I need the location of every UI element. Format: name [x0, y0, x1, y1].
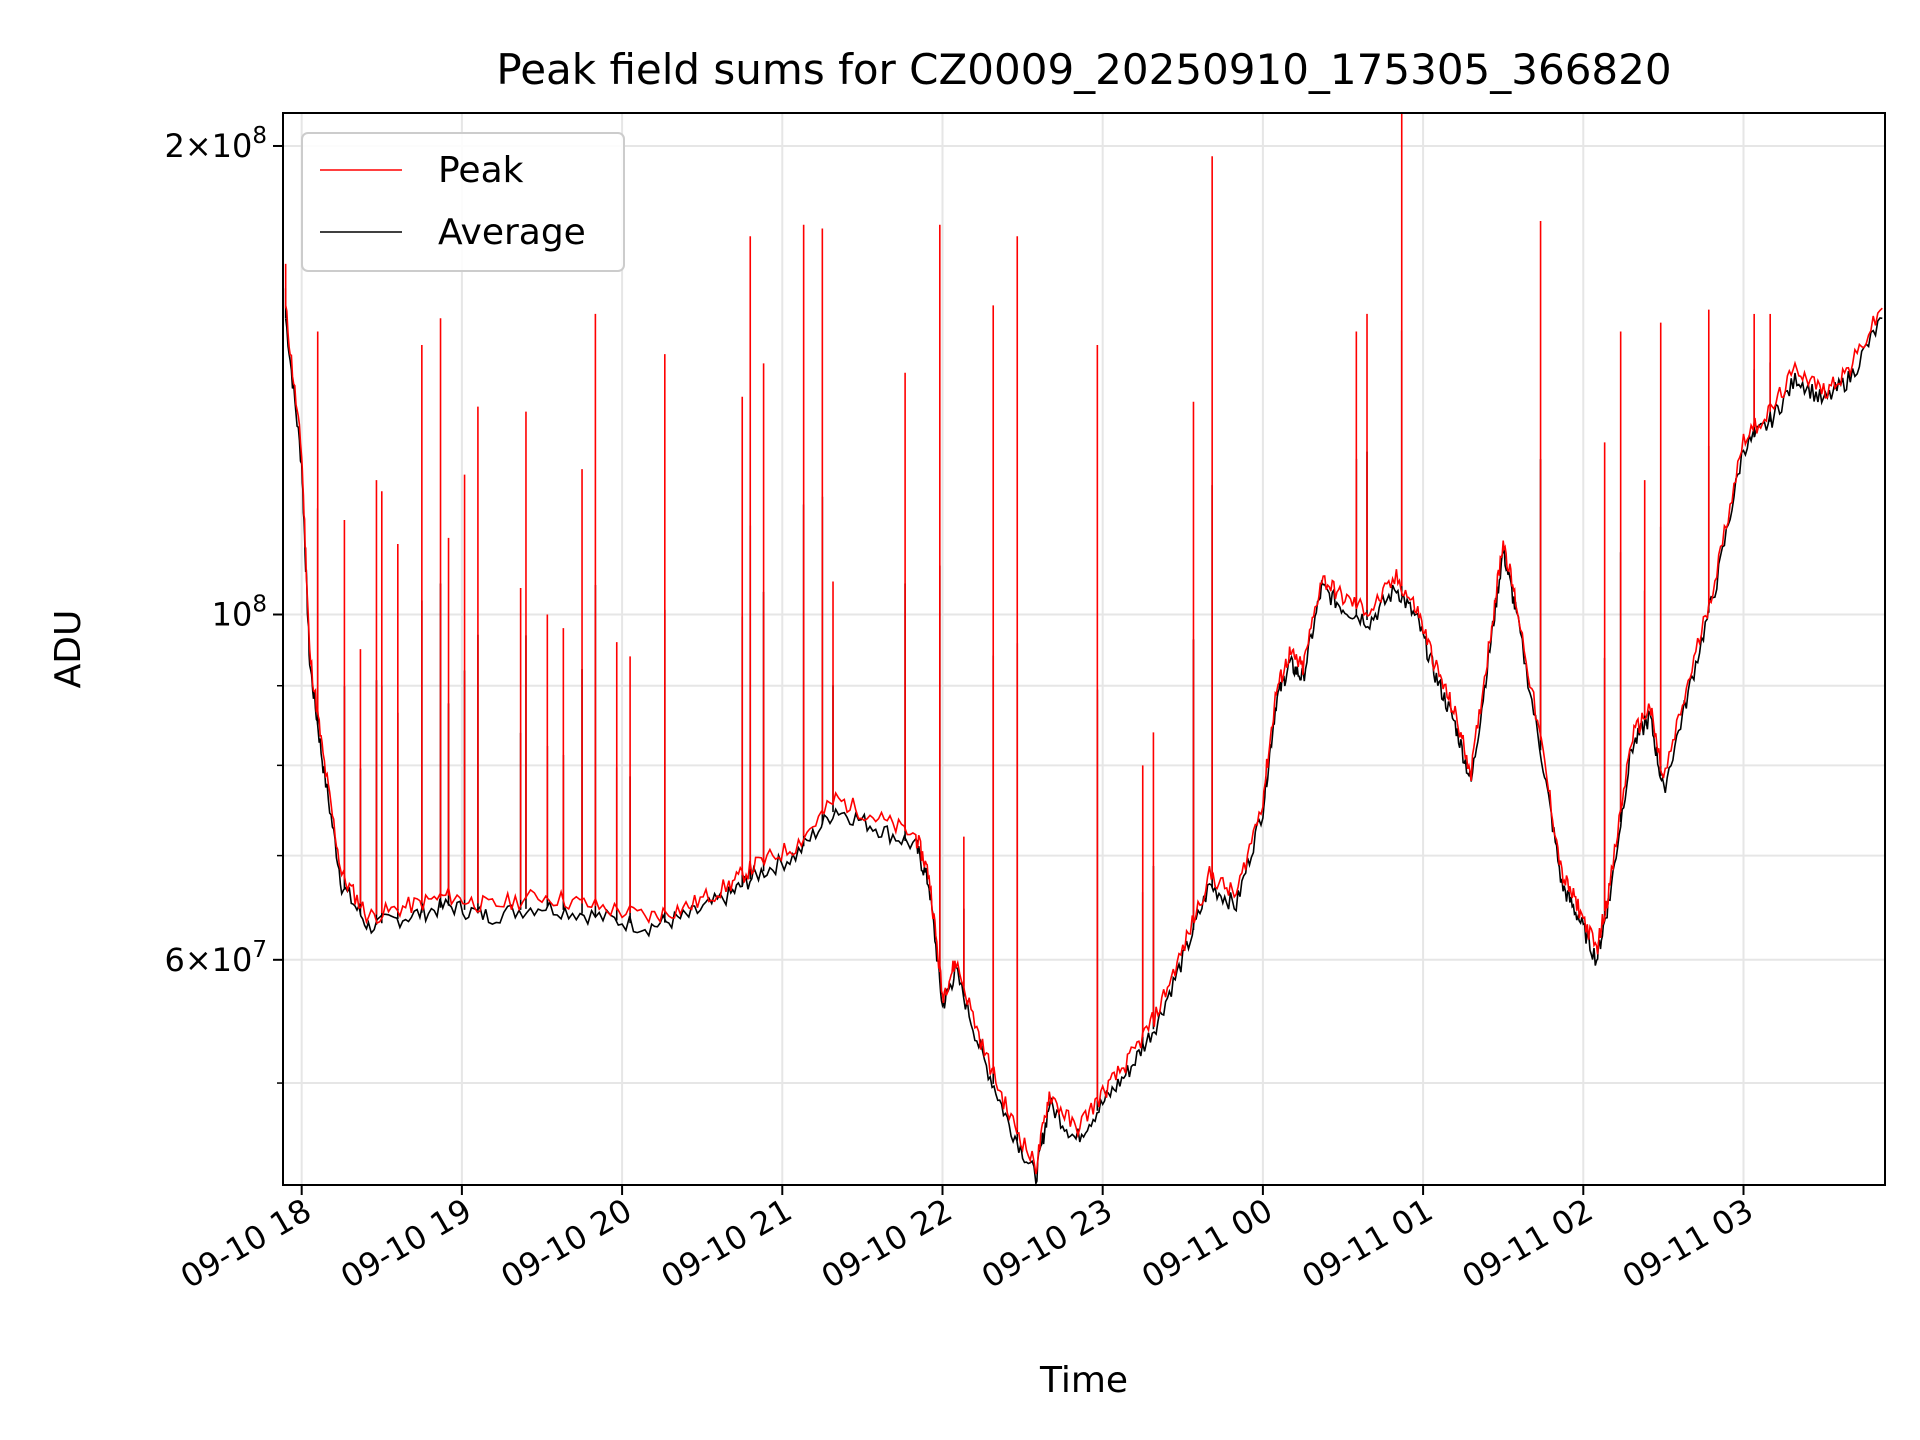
- legend-average-label: Average: [438, 212, 586, 253]
- peak-series: [284, 113, 1883, 1175]
- x-axis-title: Time: [1039, 1360, 1128, 1401]
- y-axis-ticks: 6×107 108 2×108: [164, 123, 283, 1084]
- legend-peak-label: Peak: [438, 150, 524, 191]
- legend: Peak Average: [301, 132, 625, 272]
- y-tick-label: 2×108: [164, 123, 267, 165]
- plot-area-frame: [282, 112, 1886, 1186]
- y-tick-label: 108: [212, 592, 267, 634]
- chart-title: Peak field sums for CZ0009_20250910_1753…: [496, 45, 1671, 94]
- y-tick-label: 6×107: [164, 937, 267, 979]
- average-series-line: [284, 317, 1883, 1187]
- legend-box: [301, 132, 625, 272]
- y-axis-title: ADU: [48, 610, 89, 689]
